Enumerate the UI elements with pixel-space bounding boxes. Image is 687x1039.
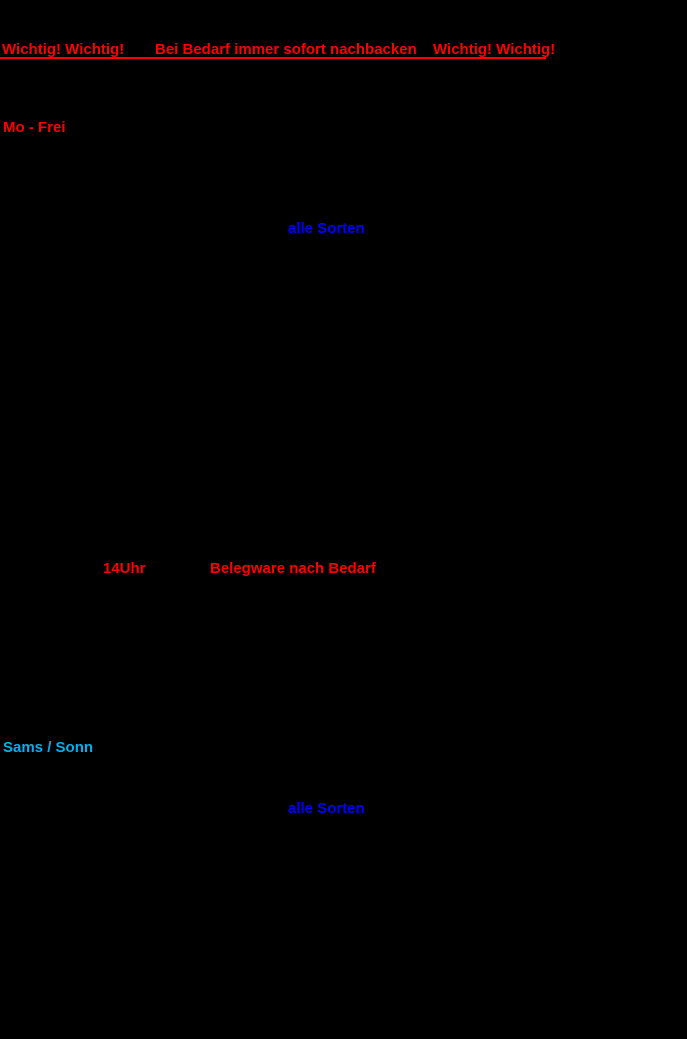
weekday-all-varieties-note: alle Sorten — [288, 220, 365, 237]
warning-header-center: Bei Bedarf immer sofort nachbacken — [155, 41, 417, 58]
weekend-section-heading: Sams / Sonn — [3, 739, 94, 756]
weekend-all-varieties-note: alle Sorten — [288, 800, 365, 817]
warning-header-left: Wichtig! Wichtig! — [2, 41, 125, 58]
weekday-section-heading: Mo - Frei — [3, 119, 66, 136]
weekday-time-note: 14Uhr — [103, 560, 146, 577]
warning-header-right: Wichtig! Wichtig! — [433, 41, 556, 58]
warning-header-line: Wichtig! Wichtig! Bei Bedarf immer sofor… — [0, 41, 555, 59]
weekday-topping-note: Belegware nach Bedarf — [210, 560, 376, 577]
